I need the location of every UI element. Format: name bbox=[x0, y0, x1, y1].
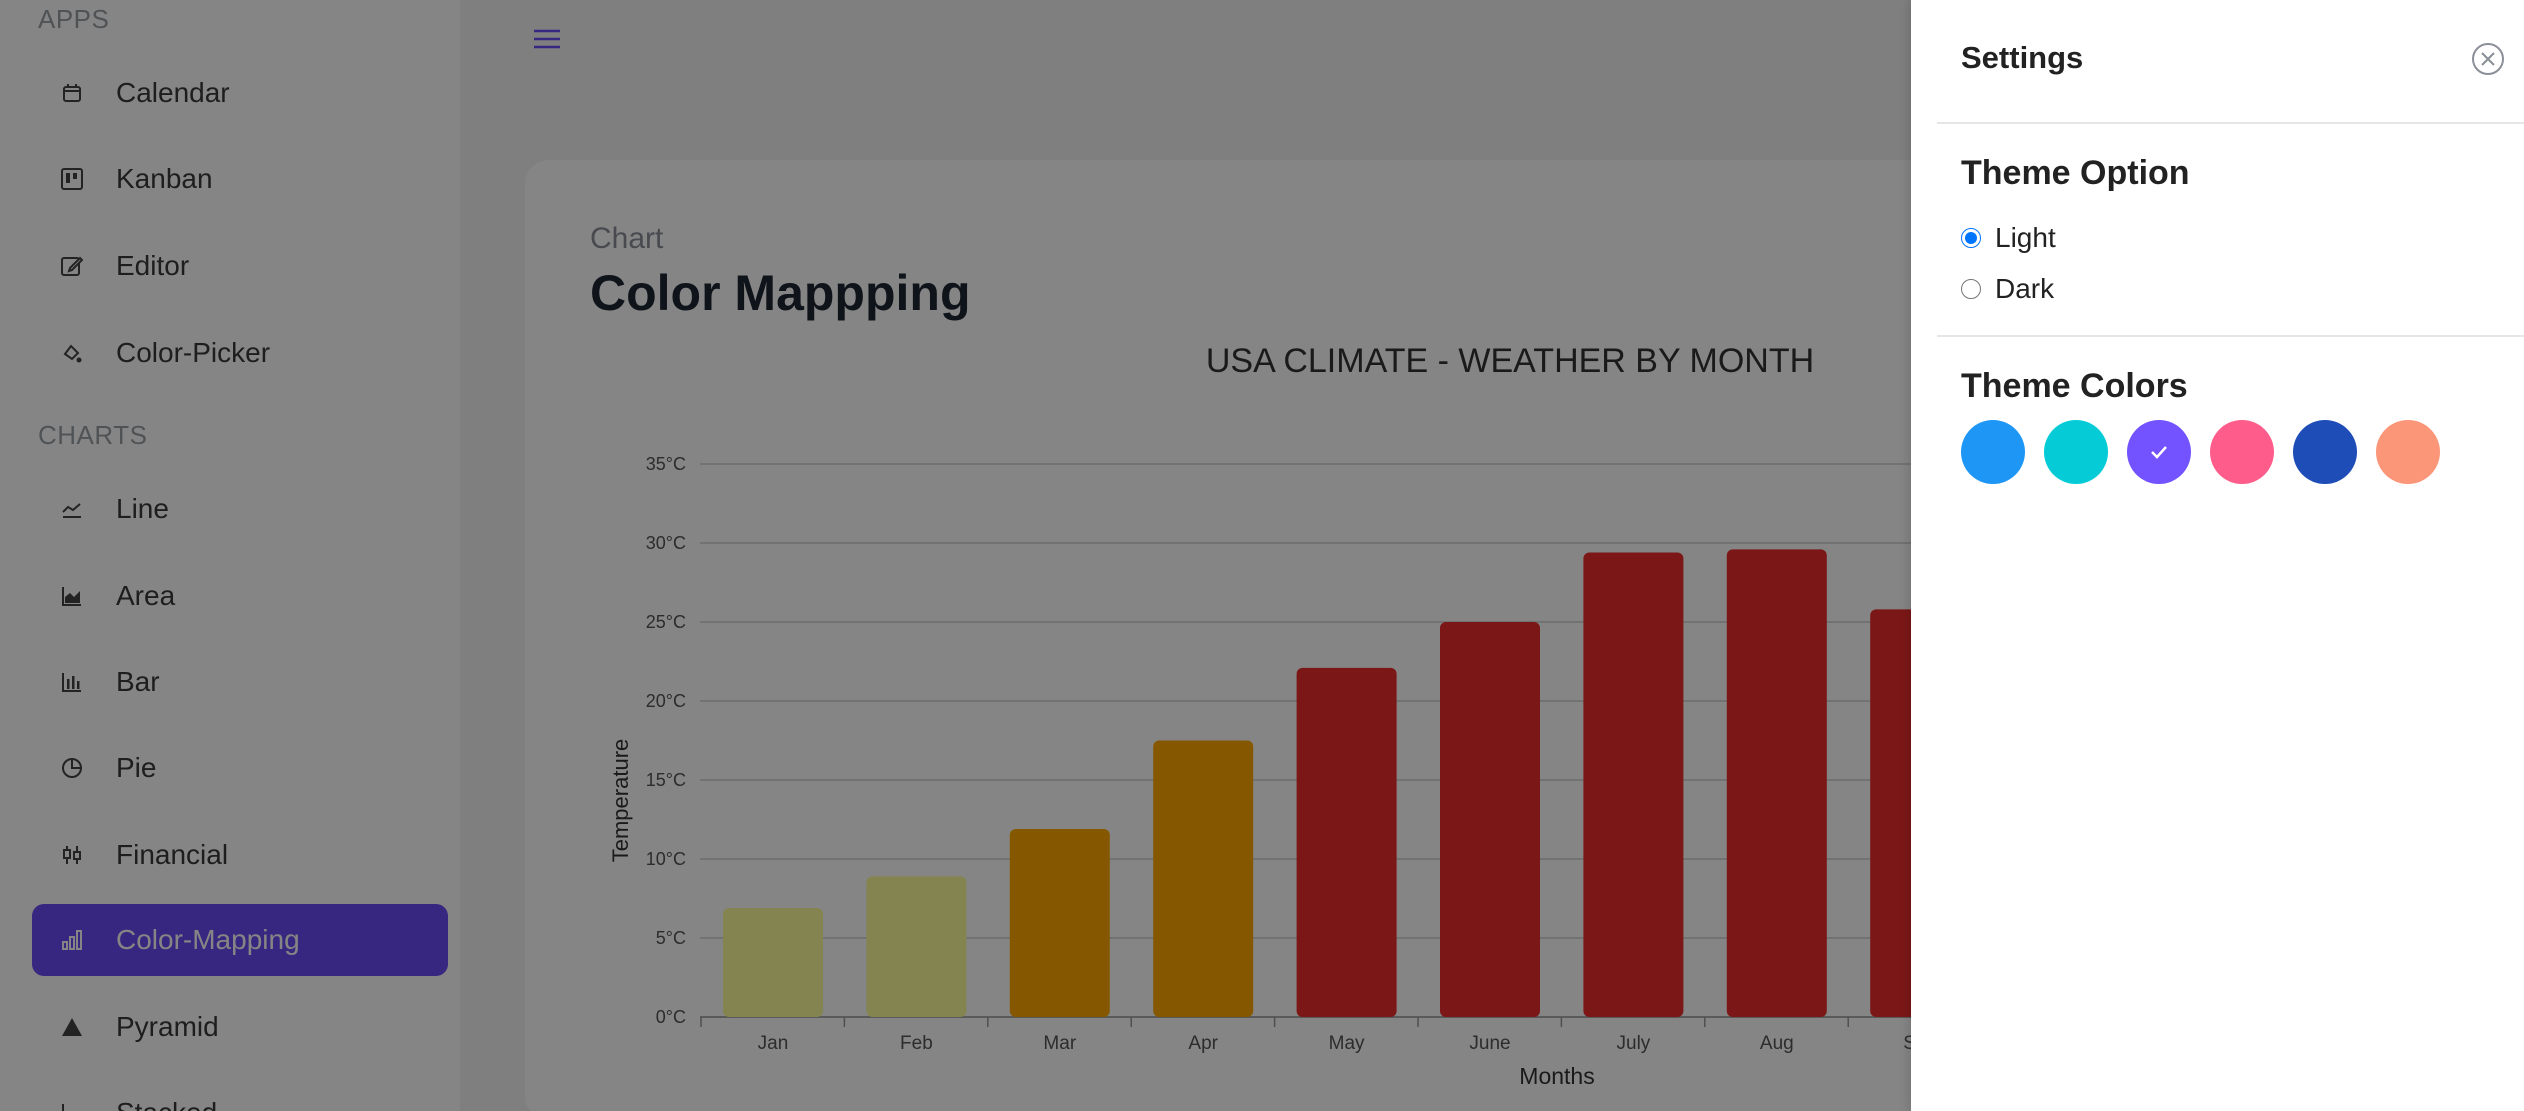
y-tick-label: 20°C bbox=[646, 691, 686, 711]
color-mapping-chart: 0°C 5°C 10°C 15°C 20°C 25°C 30°C 35°C Jan Feb Mar A… bbox=[608, 454, 1920, 1089]
theme-option-dark[interactable]: Dark bbox=[1961, 273, 2054, 305]
x-tick-label: June bbox=[1469, 1033, 1510, 1054]
sidebar-item-editor[interactable]: Editor bbox=[32, 230, 448, 302]
theme-color-swatch[interactable] bbox=[1961, 420, 2025, 484]
y-tick-label: 30°C bbox=[646, 533, 686, 553]
sidebar-item-pyramid[interactable]: Pyramid bbox=[32, 991, 448, 1063]
area-chart-icon bbox=[58, 582, 86, 610]
dark-radio[interactable] bbox=[1961, 279, 1981, 299]
y-tick-label: 35°C bbox=[646, 454, 686, 474]
bar-chart-icon bbox=[58, 668, 86, 696]
bar-june bbox=[1440, 622, 1540, 1017]
light-label: Light bbox=[1995, 222, 2056, 253]
bar-aug bbox=[1726, 549, 1827, 1017]
editor-icon bbox=[58, 252, 86, 280]
bar-apr bbox=[1153, 740, 1254, 1017]
financial-chart-icon bbox=[58, 841, 86, 869]
sidebar-item-financial[interactable]: Financial bbox=[32, 819, 448, 891]
sidebar-item-stacked[interactable]: Stacked bbox=[32, 1077, 448, 1111]
divider bbox=[1937, 122, 2524, 124]
sidebar-item-kanban[interactable]: Kanban bbox=[32, 143, 448, 215]
sidebar-item-label: Pie bbox=[116, 752, 157, 783]
pie-chart-icon bbox=[58, 754, 86, 782]
sidebar-item-calendar[interactable]: Calendar bbox=[32, 57, 448, 129]
color-picker-icon bbox=[58, 339, 86, 367]
y-tick-label: 25°C bbox=[646, 612, 686, 632]
bar-feb bbox=[866, 876, 967, 1017]
dark-label: Dark bbox=[1995, 273, 2055, 304]
sidebar-item-color-picker[interactable]: Color-Picker bbox=[32, 317, 448, 389]
theme-colors-title: Theme Colors bbox=[1961, 367, 2188, 405]
charts-section-title: CHARTS bbox=[38, 420, 148, 450]
stacked-chart-icon bbox=[58, 1099, 86, 1111]
y-tick-label: 0°C bbox=[656, 1007, 686, 1027]
sidebar-item-label: Kanban bbox=[116, 163, 213, 194]
bar-may bbox=[1296, 667, 1397, 1017]
theme-option-title: Theme Option bbox=[1961, 154, 2190, 192]
color-mapping-icon bbox=[58, 926, 86, 954]
theme-color-swatch[interactable] bbox=[2376, 420, 2440, 484]
theme-color-swatch[interactable] bbox=[2293, 420, 2357, 484]
sidebar-item-label: Stacked bbox=[116, 1097, 217, 1111]
sidebar-item-label: Editor bbox=[116, 250, 190, 281]
y-tick-label: 15°C bbox=[646, 770, 686, 790]
theme-color-swatch[interactable] bbox=[2210, 420, 2274, 484]
y-tick-label: 5°C bbox=[656, 928, 686, 948]
kanban-icon bbox=[58, 165, 86, 193]
sidebar-item-label: Line bbox=[116, 493, 169, 524]
divider bbox=[1937, 335, 2524, 337]
modal-overlay[interactable] bbox=[0, 0, 1911, 1111]
close-icon[interactable] bbox=[2471, 42, 2505, 76]
light-radio[interactable] bbox=[1961, 228, 1981, 248]
x-tick-label: Feb bbox=[900, 1033, 933, 1054]
x-tick-label: Mar bbox=[1043, 1033, 1076, 1054]
sidebar-item-color-mapping[interactable]: Color-Mapping bbox=[32, 904, 448, 976]
y-tick-label: 10°C bbox=[646, 849, 686, 869]
x-tick-label: July bbox=[1617, 1033, 1651, 1054]
x-tick-label: May bbox=[1329, 1033, 1365, 1054]
sidebar-item-pie[interactable]: Pie bbox=[32, 732, 448, 804]
sidebar-item-label: Financial bbox=[116, 839, 229, 870]
page-category: Chart bbox=[590, 222, 664, 255]
sidebar-item-label: Color-Picker bbox=[116, 337, 271, 368]
settings-panel: Settings Theme Option Light Dark Theme C… bbox=[1911, 0, 2524, 1111]
theme-option-light[interactable]: Light bbox=[1961, 222, 2056, 254]
bar-jan bbox=[723, 907, 823, 1017]
sidebar-item-label: Color-Mapping bbox=[116, 924, 300, 955]
sidebar-item-line[interactable]: Line bbox=[32, 473, 448, 545]
x-tick-label: Apr bbox=[1188, 1033, 1218, 1054]
sidebar-item-label: Calendar bbox=[116, 77, 230, 108]
theme-color-swatch[interactable] bbox=[2044, 420, 2108, 484]
calendar-icon bbox=[58, 79, 86, 107]
page-title: Color Mappping bbox=[590, 265, 971, 321]
apps-section-title: APPS bbox=[38, 4, 110, 34]
sidebar-item-label: Area bbox=[116, 580, 176, 611]
x-tick-label: Aug bbox=[1760, 1033, 1794, 1054]
sidebar: APPS Calendar Kanban Editor Color-Picker… bbox=[0, 0, 460, 1111]
x-axis-title: Months bbox=[1519, 1063, 1594, 1089]
bar-mar bbox=[1009, 828, 1110, 1017]
bar-july bbox=[1583, 552, 1684, 1017]
check-icon bbox=[2151, 446, 2167, 459]
bar-sep bbox=[1870, 609, 1920, 1017]
sidebar-item-area[interactable]: Area bbox=[32, 560, 448, 632]
line-chart-icon bbox=[58, 495, 86, 523]
sidebar-item-label: Bar bbox=[116, 666, 160, 697]
pyramid-icon bbox=[58, 1013, 86, 1041]
sidebar-item-bar[interactable]: Bar bbox=[32, 646, 448, 718]
settings-title: Settings bbox=[1961, 40, 2084, 75]
y-axis-title: Temperature bbox=[608, 739, 633, 863]
sidebar-item-label: Pyramid bbox=[116, 1011, 219, 1042]
x-tick-label: Jan bbox=[758, 1033, 789, 1054]
theme-color-swatch[interactable] bbox=[2127, 420, 2191, 484]
menu-toggle-icon[interactable] bbox=[530, 22, 564, 56]
chart-title: USA CLIMATE - WEATHER BY MONTH bbox=[1205, 342, 1815, 380]
